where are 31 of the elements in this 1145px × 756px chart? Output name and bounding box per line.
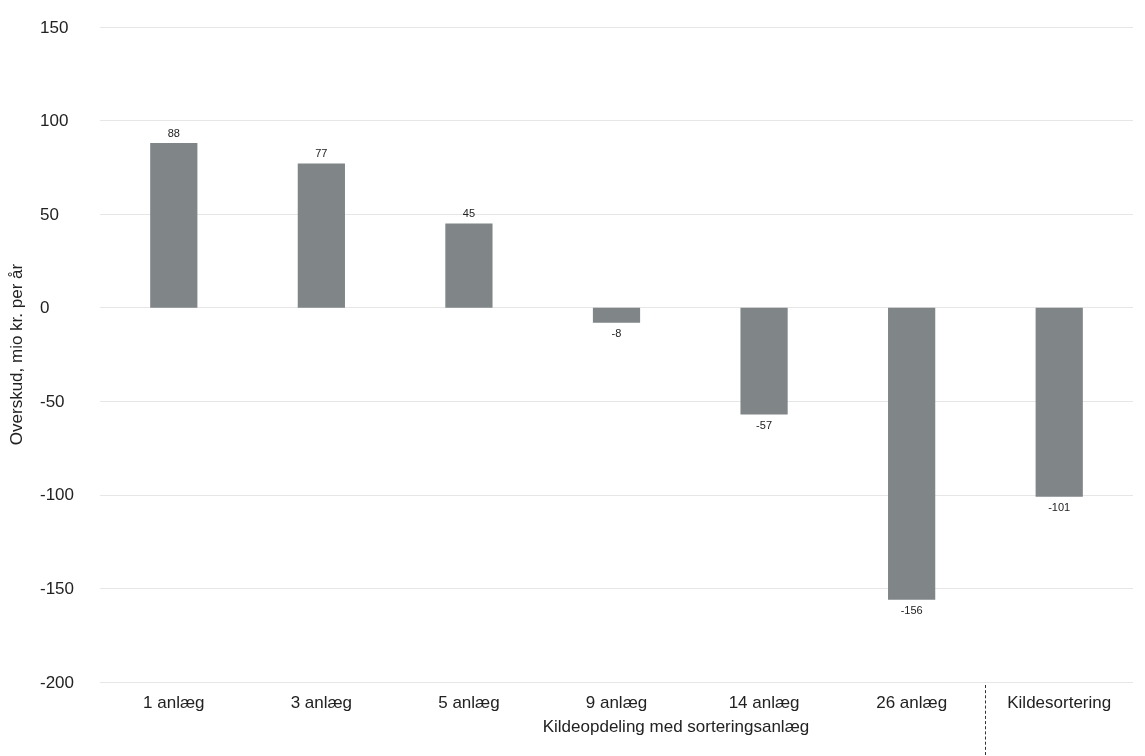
x-tick-label: 14 anlæg xyxy=(728,693,800,712)
bar xyxy=(445,223,493,308)
y-tick-label: 150 xyxy=(40,17,69,37)
x-tick-label: 3 anlæg xyxy=(290,693,353,712)
data-label: -101 xyxy=(1048,501,1071,514)
bar xyxy=(888,307,936,600)
bar xyxy=(740,307,788,415)
data-label: -156 xyxy=(900,604,923,617)
data-label: -8 xyxy=(611,327,622,340)
data-label: -57 xyxy=(756,418,773,431)
bar xyxy=(297,163,345,308)
y-tick-label: 50 xyxy=(40,204,59,224)
bar xyxy=(1035,307,1083,497)
y-tick-label: -150 xyxy=(40,578,75,598)
data-label: 45 xyxy=(462,207,476,219)
y-axis-title: Overskud, mio kr. per år xyxy=(7,263,26,446)
x-tick-label: 26 anlæg xyxy=(876,693,948,712)
x-tick-label: 1 anlæg xyxy=(143,693,205,712)
bar xyxy=(150,143,198,308)
data-label: 77 xyxy=(315,147,328,160)
y-tick-label: -200 xyxy=(40,672,75,692)
x-tick-label: Kildesortering xyxy=(1007,693,1112,712)
x-tick-label: 5 anlæg xyxy=(438,693,500,712)
y-tick-label: -100 xyxy=(40,485,75,505)
bar xyxy=(592,307,641,323)
y-tick-label: 100 xyxy=(40,111,69,131)
data-label: 88 xyxy=(167,126,180,139)
x-axis-title: Kildeopdeling med sorteringsanlæg xyxy=(542,717,810,736)
x-tick-label: 9 anlæg xyxy=(585,693,648,712)
y-tick-label: 0 xyxy=(40,298,50,318)
y-tick-label: -50 xyxy=(40,391,65,411)
